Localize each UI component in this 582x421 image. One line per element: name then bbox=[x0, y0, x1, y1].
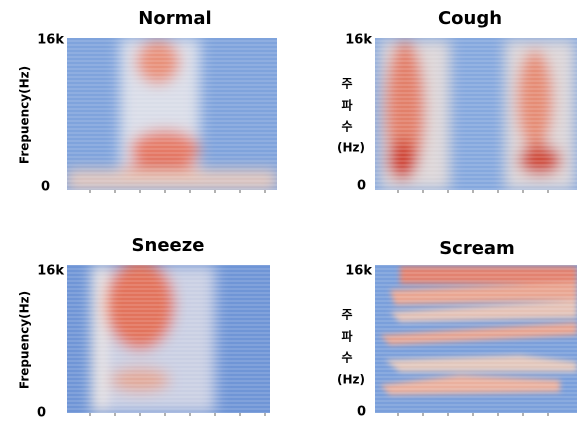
y-axis-label: 주 bbox=[341, 77, 352, 91]
y-tick-label: 0 bbox=[357, 405, 366, 420]
y-tick-label: 16k bbox=[345, 33, 372, 48]
y-axis-label: (Hz) bbox=[337, 141, 365, 155]
y-axis-label: Frepuency(Hz) bbox=[18, 291, 32, 389]
panel-title: Scream bbox=[439, 238, 515, 259]
spectrogram bbox=[375, 38, 577, 190]
y-tick-label: 0 bbox=[357, 179, 366, 194]
y-tick-label: 0 bbox=[41, 180, 50, 195]
y-tick-label: 16k bbox=[37, 33, 64, 48]
y-tick-label: 16k bbox=[37, 264, 64, 279]
x-ticks bbox=[89, 190, 549, 416]
spectrogram bbox=[67, 38, 277, 190]
y-axis-label: Frepuency(Hz) bbox=[18, 66, 32, 164]
y-tick-label: 16k bbox=[345, 264, 372, 279]
y-tick-label: 0 bbox=[37, 406, 46, 421]
y-axis-label: (Hz) bbox=[337, 373, 365, 387]
y-axis-label: 주 bbox=[341, 308, 352, 322]
panel-title: Normal bbox=[138, 8, 211, 29]
spectrogram bbox=[67, 265, 270, 413]
y-axis-label: 수 bbox=[341, 120, 352, 134]
spectrogram bbox=[375, 265, 577, 413]
y-axis-label: 수 bbox=[341, 351, 352, 365]
y-axis-label: 파 bbox=[341, 98, 352, 113]
panel-title: Sneeze bbox=[132, 235, 205, 256]
y-axis-label: 파 bbox=[341, 329, 352, 344]
panel-title: Cough bbox=[438, 8, 502, 29]
